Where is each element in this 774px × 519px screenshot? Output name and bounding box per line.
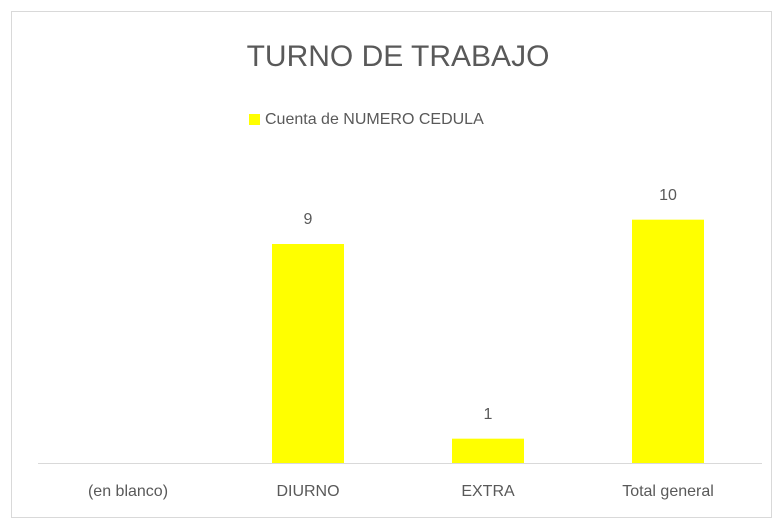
x-tick-label: (en blanco) bbox=[88, 483, 168, 500]
bar bbox=[272, 244, 344, 463]
x-tick-label: DIURNO bbox=[276, 483, 339, 500]
data-label: 10 bbox=[659, 187, 677, 204]
x-tick-label: Total general bbox=[622, 483, 714, 500]
data-label: 9 bbox=[304, 211, 313, 228]
bar bbox=[632, 219, 704, 463]
legend-swatch bbox=[249, 114, 260, 125]
data-label: 1 bbox=[484, 406, 493, 423]
legend-label: Cuenta de NUMERO CEDULA bbox=[265, 111, 484, 128]
bar bbox=[452, 438, 524, 463]
x-tick-label: EXTRA bbox=[461, 483, 515, 500]
chart-title: TURNO DE TRABAJO bbox=[247, 40, 550, 73]
